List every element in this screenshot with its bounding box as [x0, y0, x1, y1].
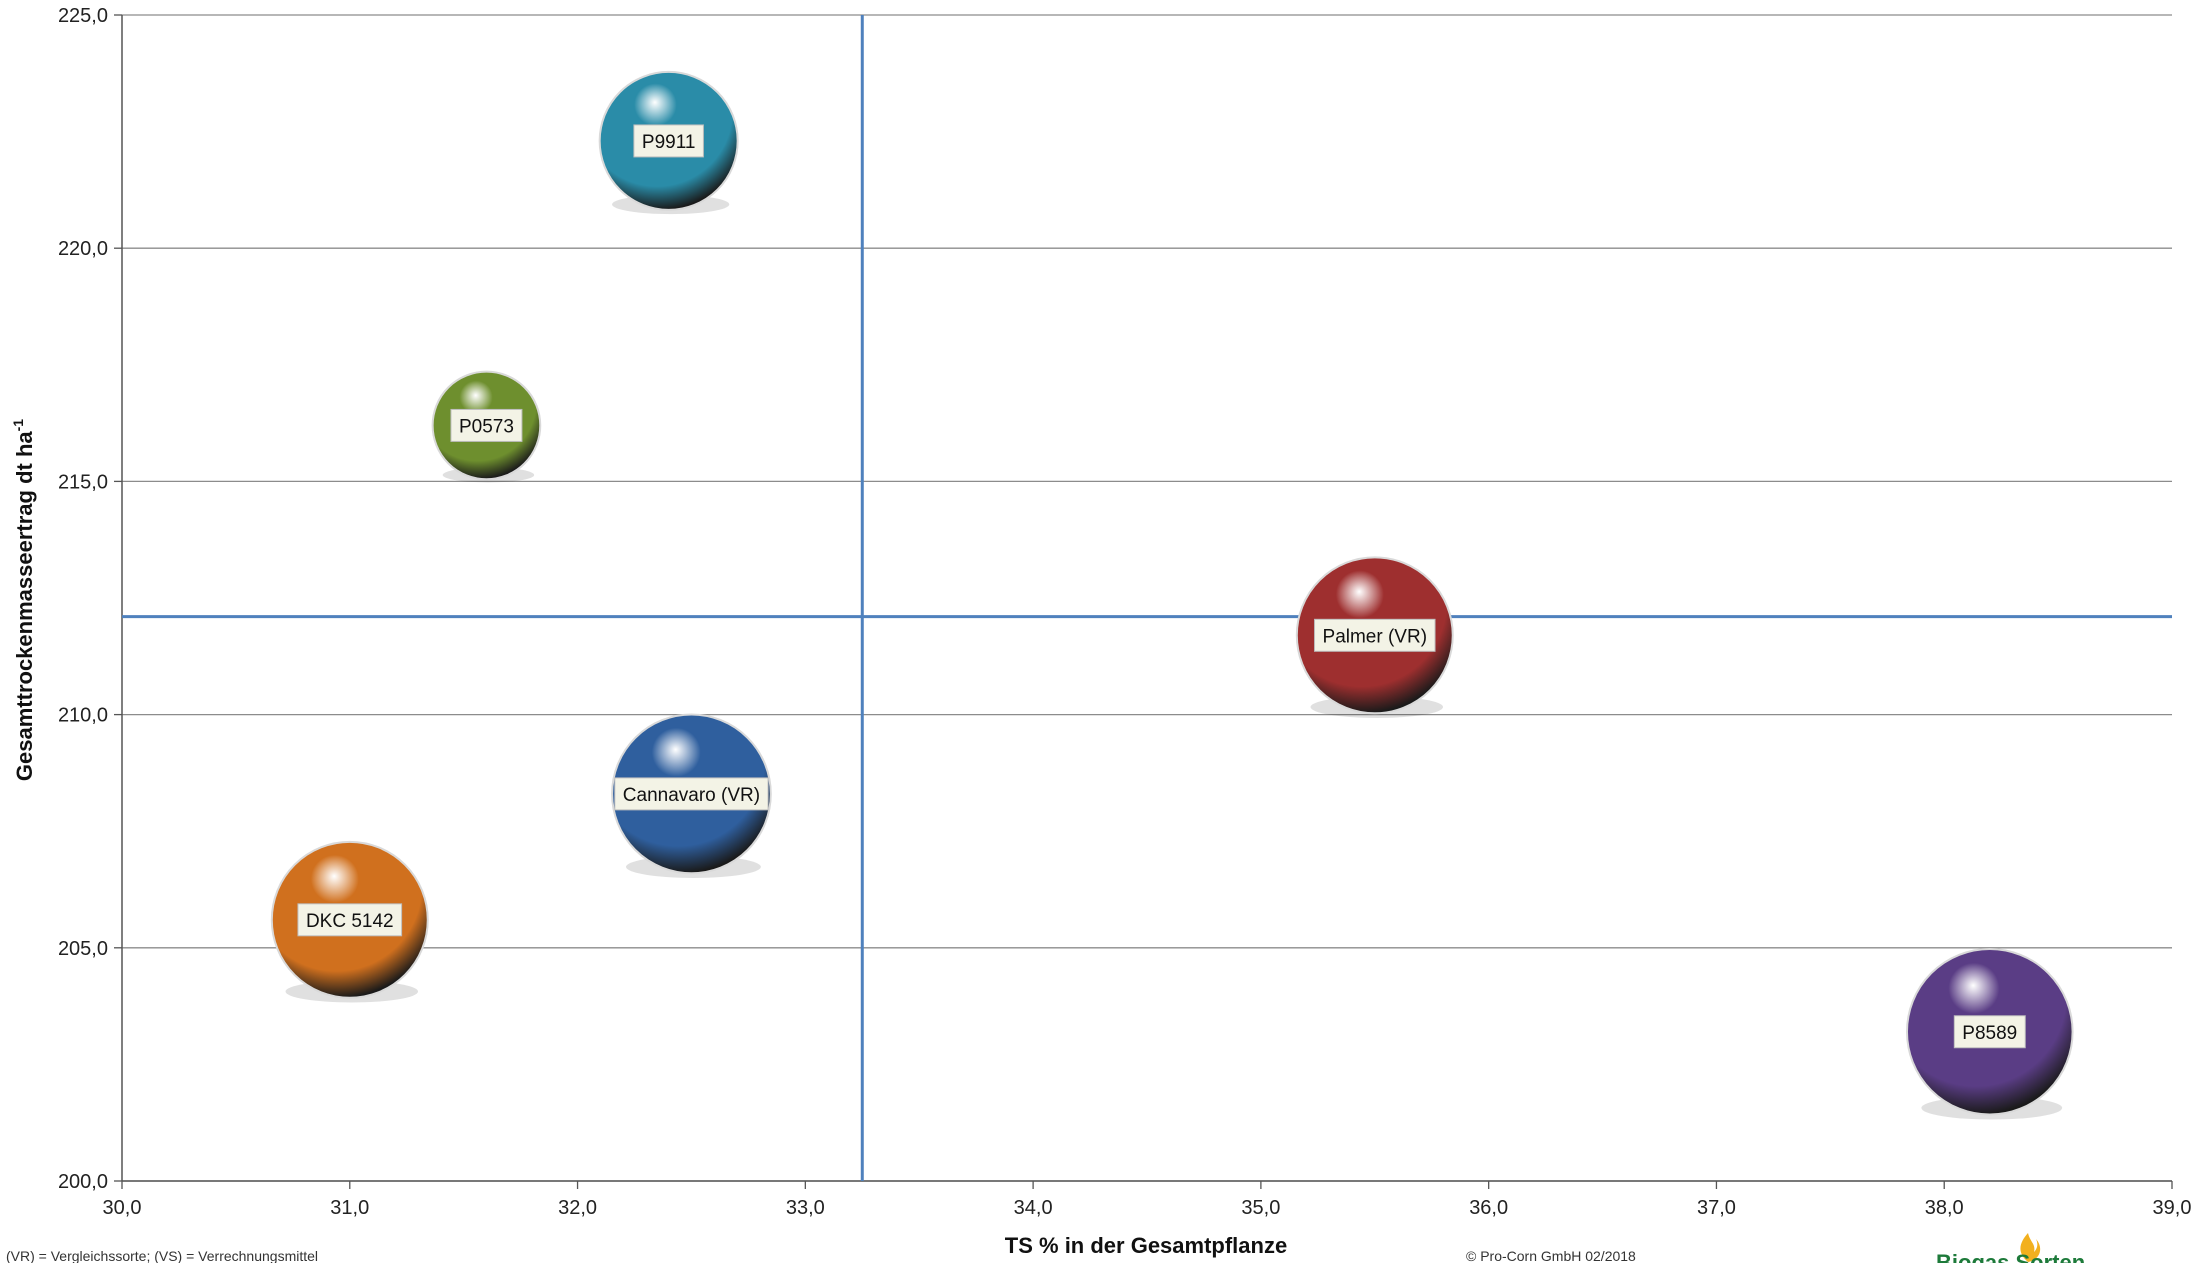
bubble-label: DKC 5142 [297, 903, 403, 937]
footer: (VR) = Vergleichssorte; (VS) = Verrechnu… [6, 1233, 2085, 1263]
x-tick-label: 38,0 [1925, 1197, 1964, 1219]
logo-text: Biogas Sorten [1936, 1250, 2085, 1263]
bubble-label-text: DKC 5142 [306, 911, 394, 932]
x-axis-title: TS % in der Gesamtpflanze [1005, 1233, 1287, 1258]
bubble: P9911 [598, 70, 739, 215]
bubble: Cannavaro (VR) [611, 713, 772, 878]
bubble: DKC 5142 [270, 840, 429, 1003]
y-axis-title-superscript: -1 [10, 419, 26, 432]
tick-labels: 200,0 205,0 210,0 215,0 220,0 225,0 30,0 31,0 32… [58, 5, 2192, 1219]
y-tick-label: 225,0 [58, 5, 108, 27]
y-tick-label: 210,0 [58, 705, 108, 727]
y-tick-label: 220,0 [58, 238, 108, 260]
x-tick-label: 33,0 [786, 1197, 825, 1219]
x-tick-label: 39,0 [2153, 1197, 2192, 1219]
y-axis-title: Gesamttrockenmasseertrag dt ha-1 [10, 419, 37, 781]
bubble-label-box [297, 903, 403, 937]
bubble-label: Cannavaro (VR) [614, 777, 769, 811]
reference-lines [122, 15, 2172, 1181]
footer-copyright: © Pro-Corn GmbH 02/2018 [1466, 1248, 1636, 1263]
bubble-label: Palmer (VR) [1314, 618, 1436, 652]
y-axis-title-text: Gesamttrockenmasseertrag dt ha [12, 431, 37, 781]
x-tick-label: 35,0 [1241, 1197, 1280, 1219]
bubble-label: P9911 [633, 124, 704, 158]
y-tick-label: 200,0 [58, 1171, 108, 1193]
y-tick-label: 205,0 [58, 938, 108, 960]
bubble-label-text: P0573 [459, 416, 514, 437]
bubble-label-box [614, 777, 769, 811]
bubble-label-box [633, 124, 704, 158]
bubble: P8589 [1905, 947, 2074, 1120]
y-tick-label: 215,0 [58, 471, 108, 493]
bubbles: P9911 P0573 Palmer (VR) Cannavaro (VR) DKC 5… [270, 70, 2074, 1120]
x-tick-label: 36,0 [1469, 1197, 1508, 1219]
bubble-label-box [1953, 1015, 2026, 1049]
bubble: Palmer (VR) [1295, 556, 1454, 718]
bubble: P0573 [431, 370, 542, 483]
grid-lines [122, 14, 2172, 1182]
bubble-label-text: Palmer (VR) [1323, 626, 1428, 647]
bubble-label: P0573 [450, 408, 523, 442]
bubble-label: P8589 [1953, 1015, 2026, 1049]
x-tick-label: 32,0 [558, 1197, 597, 1219]
biogas-sorten-logo: Biogas Sorten [1936, 1233, 2085, 1263]
bubble-label-box [1314, 618, 1436, 652]
x-tick-label: 30,0 [103, 1197, 142, 1219]
bubble-label-box [450, 408, 523, 442]
bubble-label-text: P8589 [1962, 1023, 2017, 1044]
axes [114, 14, 2173, 1189]
x-tick-label: 37,0 [1697, 1197, 1736, 1219]
x-tick-label: 31,0 [330, 1197, 369, 1219]
flame-icon [2020, 1233, 2041, 1262]
footer-note: (VR) = Vergleichssorte; (VS) = Verrechnu… [6, 1248, 318, 1263]
bubble-label-text: Cannavaro (VR) [623, 785, 760, 806]
bubble-label-text: P9911 [642, 132, 696, 153]
x-tick-label: 34,0 [1014, 1197, 1053, 1219]
